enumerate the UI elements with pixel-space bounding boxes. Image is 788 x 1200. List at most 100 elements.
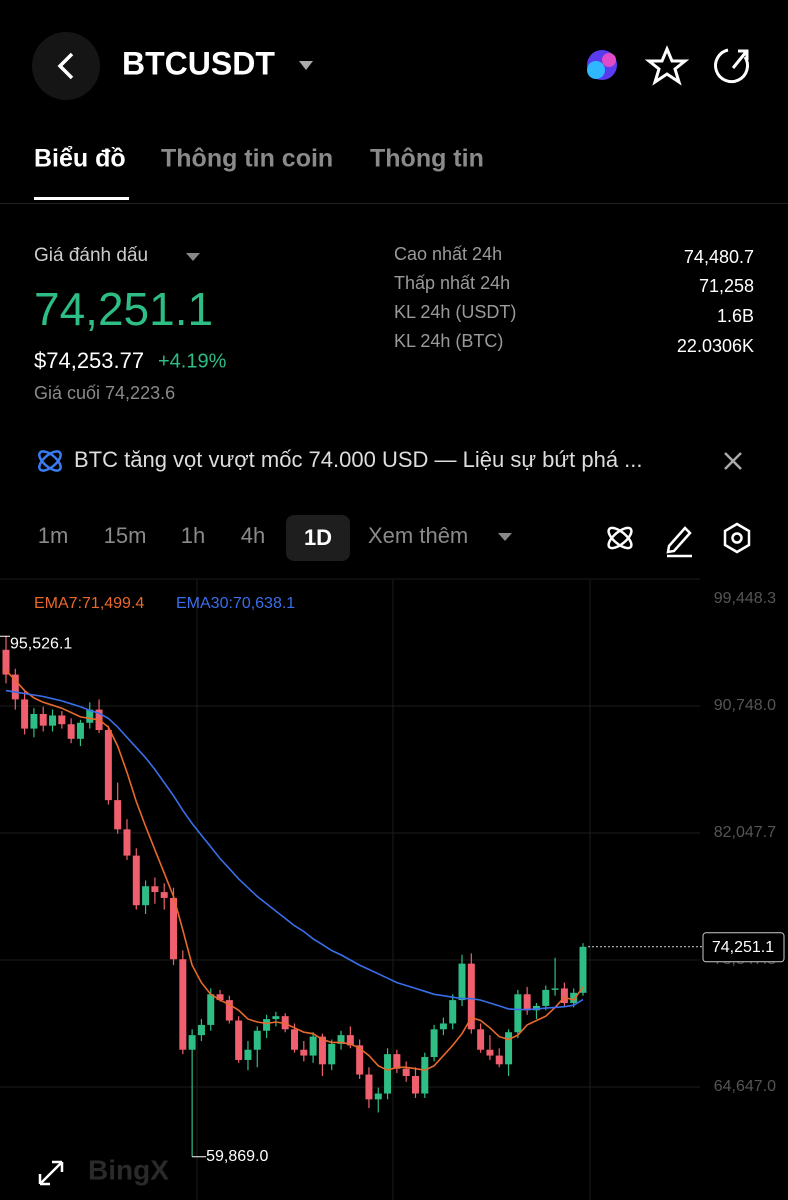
tab[interactable]: Thông tin coin xyxy=(161,145,333,173)
favorite-icon[interactable] xyxy=(644,45,690,86)
candle-body xyxy=(39,714,47,726)
news-headline[interactable]: BTC tăng vọt vượt mốc 74.000 USD — Liệu … xyxy=(74,447,643,472)
candle-body xyxy=(551,988,559,990)
tab-active[interactable]: Biểu đồ xyxy=(34,145,126,173)
candle-body xyxy=(253,1030,261,1050)
watermark: BingX xyxy=(88,1154,169,1185)
candle-body xyxy=(393,1054,401,1069)
more-intervals[interactable]: Xem thêm xyxy=(368,523,468,548)
candle-body xyxy=(384,1054,392,1094)
interval-active[interactable]: 1D xyxy=(304,525,332,550)
candle-body xyxy=(216,994,224,1001)
mark-price-label[interactable]: Giá đánh dấu xyxy=(34,245,148,266)
candle-body xyxy=(449,1000,457,1024)
interval[interactable]: 1h xyxy=(181,523,205,548)
symbol-dropdown[interactable] xyxy=(299,61,313,70)
candle-body xyxy=(495,1055,503,1065)
change: +4.19% xyxy=(158,350,227,372)
candle-body xyxy=(132,855,140,906)
stat-value: 22.0306K xyxy=(677,336,754,356)
ai-orb-part xyxy=(587,61,605,79)
candle-body xyxy=(402,1068,410,1077)
candle-body xyxy=(76,722,84,739)
share-icon[interactable] xyxy=(714,48,749,84)
candle-body xyxy=(486,1049,494,1056)
candle-body xyxy=(337,1035,345,1044)
dropdown[interactable] xyxy=(186,253,200,261)
y-tick-label: 82,047.7 xyxy=(714,824,776,841)
symbol[interactable]: BTCUSDT xyxy=(122,45,275,81)
interval[interactable]: 1m xyxy=(38,523,69,548)
candle-body xyxy=(300,1049,308,1056)
stat-label: KL 24h (BTC) xyxy=(394,331,503,351)
candle-body xyxy=(58,715,66,725)
candle-body xyxy=(235,1020,243,1060)
close-news[interactable] xyxy=(724,452,742,470)
candle-body xyxy=(272,1016,280,1020)
settings-icon-center xyxy=(731,532,743,544)
candle-body xyxy=(244,1049,252,1060)
candle-body xyxy=(309,1036,317,1056)
indicator-icon[interactable] xyxy=(605,524,634,551)
chart: 99,448.390,748.082,047.773,347.364,647.0… xyxy=(0,578,785,1200)
back-icon xyxy=(57,52,74,80)
candle-body xyxy=(439,1023,447,1030)
tab-underline xyxy=(34,197,129,200)
candle-body xyxy=(365,1074,373,1100)
candle-body xyxy=(86,709,94,723)
ema-line xyxy=(5,689,584,1011)
candle-body xyxy=(374,1093,382,1100)
stat-label: KL 24h (USDT) xyxy=(394,302,516,322)
interval[interactable]: 4h xyxy=(241,523,265,548)
candle-body xyxy=(477,1029,485,1050)
last-price-tag xyxy=(702,932,785,963)
legend-entry: EMA30:70,638.1 xyxy=(176,595,295,612)
interval[interactable]: 15m xyxy=(104,523,147,548)
usd-price: $74,253.77 xyxy=(34,348,144,373)
y-tick-label: 64,647.0 xyxy=(714,1078,776,1095)
candle-body xyxy=(505,1032,513,1065)
candle-body xyxy=(421,1057,429,1094)
draw-icon[interactable] xyxy=(666,526,692,558)
candle-body xyxy=(114,800,122,830)
candle-body xyxy=(142,886,150,906)
candle-body xyxy=(21,699,29,729)
candle-body xyxy=(318,1036,326,1065)
ai-orb-part xyxy=(602,53,616,67)
stat-value: 71,258 xyxy=(699,276,754,296)
y-tick-label: 99,448.3 xyxy=(714,590,776,607)
candle-body xyxy=(225,1000,233,1021)
candle-body xyxy=(467,963,475,1030)
candle-body xyxy=(179,959,187,1050)
candle-body xyxy=(542,989,550,1006)
high-marker-label: 95,526.1 xyxy=(10,635,72,652)
candle-body xyxy=(514,994,522,1033)
candle-body xyxy=(170,897,178,960)
settings-icon[interactable] xyxy=(723,522,751,554)
candle-body xyxy=(560,988,568,1004)
stat-value: 74,480.7 xyxy=(684,247,754,267)
news-icon xyxy=(38,450,62,472)
dropdown[interactable] xyxy=(498,533,512,541)
candle-body xyxy=(570,992,578,1004)
fullscreen-icon[interactable] xyxy=(38,1160,64,1186)
candle-body xyxy=(2,649,10,675)
tab[interactable]: Thông tin xyxy=(370,145,484,173)
back-button[interactable] xyxy=(32,32,100,100)
candle-body xyxy=(188,1035,196,1050)
candle-body xyxy=(123,829,131,856)
candle-body xyxy=(263,1019,271,1031)
last-price-label: 74,251.1 xyxy=(712,939,774,956)
stat-label: Thấp nhất 24h xyxy=(394,273,510,293)
divider xyxy=(0,203,788,204)
candle-body xyxy=(30,714,38,729)
share-arrow xyxy=(731,49,749,69)
candle-body xyxy=(160,892,168,898)
candle-body xyxy=(458,963,466,1001)
ema-line xyxy=(5,669,584,1072)
candle-body xyxy=(49,715,57,726)
low-marker-label: 59,869.0 xyxy=(206,1148,268,1165)
